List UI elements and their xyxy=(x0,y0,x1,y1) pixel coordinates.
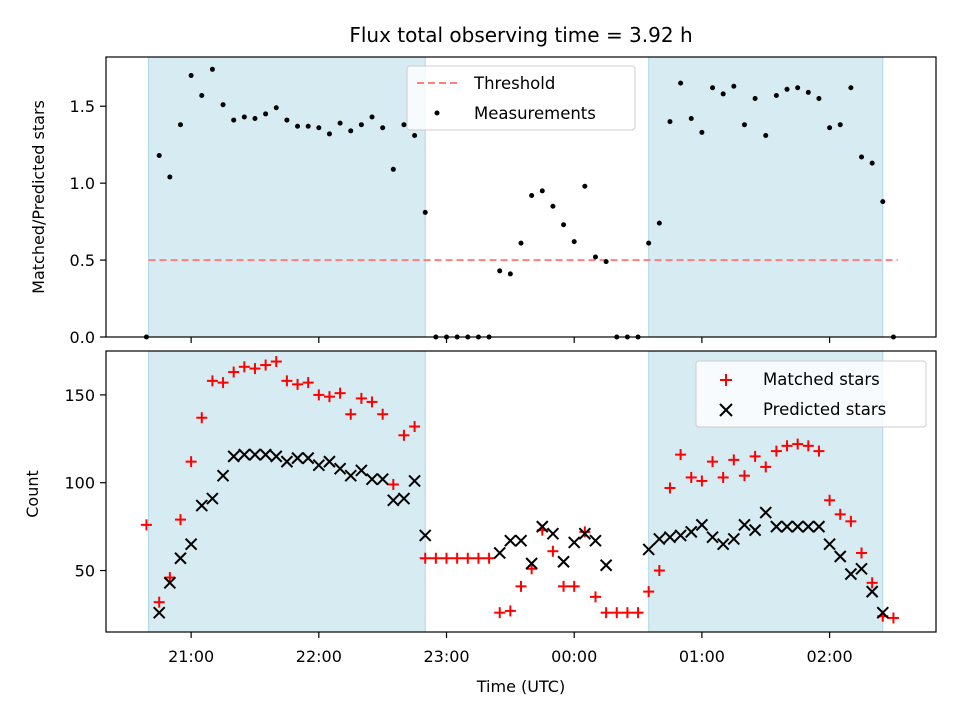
measurement-point xyxy=(210,67,215,72)
measurement-point xyxy=(667,119,672,124)
measurement-point xyxy=(604,259,609,264)
x-axis-label: Time (UTC) xyxy=(476,677,565,696)
top-y-tick-label: 1.0 xyxy=(70,174,95,193)
bottom-y-tick-label: 50 xyxy=(75,562,95,581)
measurement-point xyxy=(721,91,726,96)
measurements-legend-label: Measurements xyxy=(474,104,596,123)
measurement-point xyxy=(540,188,545,193)
bottom-y-tick-label: 100 xyxy=(64,474,95,493)
measurement-point xyxy=(391,167,396,172)
bottom-x-tick-label: 22:00 xyxy=(296,647,342,666)
measurement-point xyxy=(646,241,651,246)
bottom-legend: Matched stars Predicted stars xyxy=(696,361,926,427)
measurement-point xyxy=(657,221,662,226)
threshold-legend-label: Threshold xyxy=(473,74,555,93)
measurement-point xyxy=(221,102,226,107)
bottom-shaded-interval xyxy=(149,351,426,632)
measurement-point xyxy=(508,271,513,276)
top-y-tick-label: 0.0 xyxy=(70,328,95,347)
measurement-point xyxy=(401,122,406,127)
measurement-point xyxy=(423,210,428,215)
measurement-point xyxy=(231,118,236,123)
measurement-point xyxy=(774,93,779,98)
measurement-point xyxy=(380,125,385,130)
measurement-point xyxy=(338,121,343,126)
measurement-point xyxy=(870,161,875,166)
measurement-point xyxy=(529,193,534,198)
measurement-point xyxy=(848,85,853,90)
measurement-point xyxy=(327,131,332,136)
measurement-point xyxy=(795,85,800,90)
bottom-x-tick-label: 21:00 xyxy=(168,647,214,666)
top-shaded-interval xyxy=(649,57,883,337)
measurement-point xyxy=(550,204,555,209)
matched-stars-legend-label: Matched stars xyxy=(763,370,880,389)
measurement-point xyxy=(167,175,172,180)
bottom-x-tick-label: 02:00 xyxy=(807,647,853,666)
measurement-point xyxy=(689,116,694,121)
top-y-tick-label: 1.5 xyxy=(70,97,95,116)
measurement-point xyxy=(699,130,704,135)
measurement-point xyxy=(178,122,183,127)
measurement-point xyxy=(827,125,832,130)
measurement-point xyxy=(306,124,311,129)
figure: Flux total observing time = 3.92 h 0.0 0.… xyxy=(0,0,960,720)
measurement-point xyxy=(710,85,715,90)
measurement-point xyxy=(753,96,758,101)
measurement-point xyxy=(252,116,257,121)
measurement-point xyxy=(561,222,566,227)
measurement-point xyxy=(880,199,885,204)
measurement-point xyxy=(295,124,300,129)
measurement-point xyxy=(816,96,821,101)
measurements-legend-swatch xyxy=(435,111,440,116)
measurement-point xyxy=(763,133,768,138)
measurement-point xyxy=(582,184,587,189)
measurement-point xyxy=(806,90,811,95)
top-shaded-interval xyxy=(149,57,426,337)
measurement-point xyxy=(189,73,194,78)
measurement-point xyxy=(731,84,736,89)
measurement-point xyxy=(785,87,790,92)
bottom-y-tick-label: 150 xyxy=(64,386,95,405)
measurement-point xyxy=(497,268,502,273)
top-legend: Threshold Measurements xyxy=(407,66,635,130)
measurement-point xyxy=(370,115,375,120)
measurement-point xyxy=(359,122,364,127)
measurement-point xyxy=(316,125,321,130)
figure-title: Flux total observing time = 3.92 h xyxy=(349,23,692,47)
top-y-axis-label: Matched/Predicted stars xyxy=(29,100,48,294)
measurement-point xyxy=(242,115,247,120)
predicted-stars-legend-label: Predicted stars xyxy=(763,400,886,419)
measurement-point xyxy=(274,105,279,110)
measurement-point xyxy=(348,128,353,133)
measurement-point xyxy=(284,118,289,123)
bottom-y-axis-label: Count xyxy=(23,470,42,518)
measurement-point xyxy=(742,122,747,127)
measurement-point xyxy=(678,81,683,86)
measurement-point xyxy=(157,153,162,158)
bottom-x-tick-label: 01:00 xyxy=(679,647,725,666)
measurement-point xyxy=(838,122,843,127)
bottom-x-tick-label: 00:00 xyxy=(551,647,597,666)
bottom-x-tick-label: 23:00 xyxy=(423,647,469,666)
measurement-point xyxy=(519,241,524,246)
measurement-point xyxy=(572,239,577,244)
measurement-point xyxy=(263,111,268,116)
measurement-point xyxy=(593,255,598,260)
top-y-tick-label: 0.5 xyxy=(70,251,95,270)
measurement-point xyxy=(859,155,864,160)
measurement-point xyxy=(412,133,417,138)
measurement-point xyxy=(199,93,204,98)
